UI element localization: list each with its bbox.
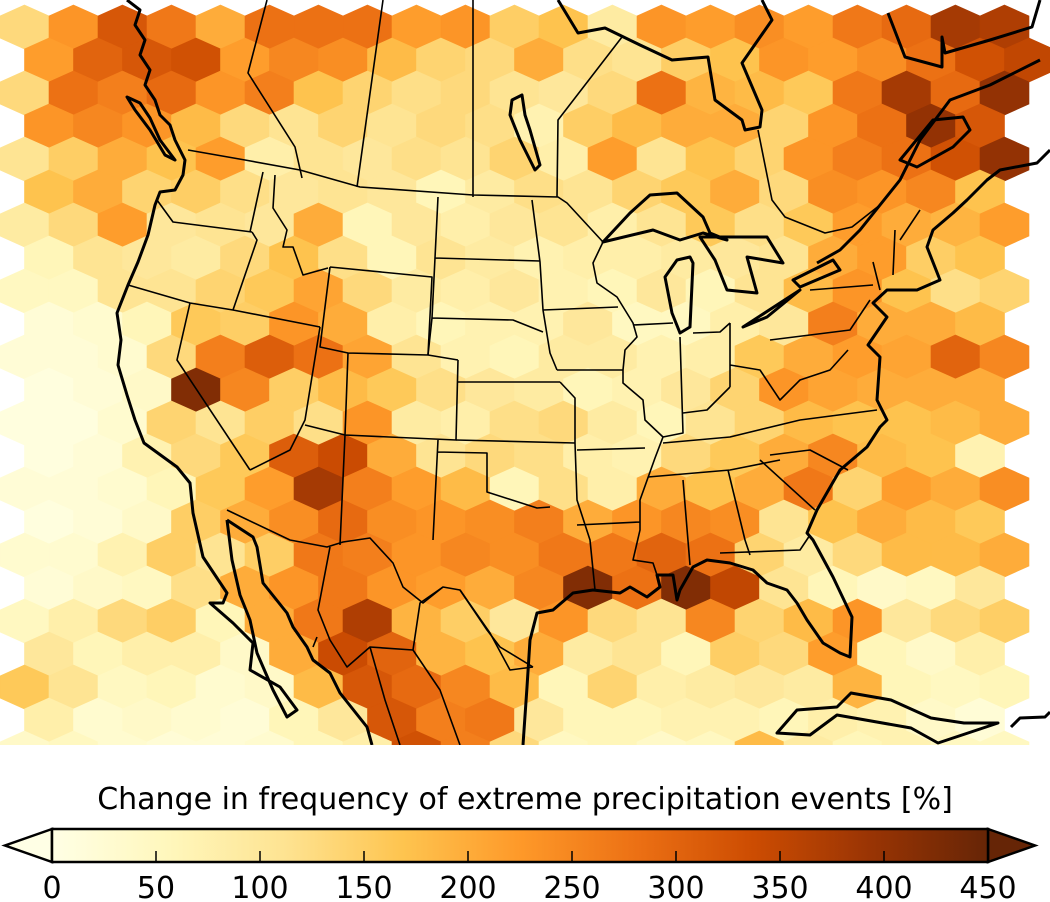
cuba-coastline <box>775 691 1000 745</box>
hudson-bay-coastline <box>556 0 774 132</box>
colorbar-gradient <box>50 827 990 864</box>
map-outlines <box>115 0 1050 745</box>
colorbar-extend-min <box>1 827 54 864</box>
colorbar-tick-label: 200 <box>439 871 496 902</box>
hispaniola-coastline <box>1009 710 1050 729</box>
colorbar-ticks: 0 50 100 150 200 250 300 350 400 450 <box>42 851 1017 902</box>
colorbar-tick-label: 350 <box>751 871 808 902</box>
hudson-bay-island <box>508 93 542 172</box>
colorbar-tick-label: 300 <box>647 871 704 902</box>
colorbar-tick-label: 150 <box>335 871 392 902</box>
hex-layer <box>0 4 1050 745</box>
central-state-borders <box>427 196 684 591</box>
hex-cell <box>979 730 1030 745</box>
colorbar-tick-label: 400 <box>855 871 912 902</box>
lake-superior <box>601 191 729 244</box>
colorbar-label: Change in frequency of extreme precipita… <box>97 782 953 817</box>
lake-huron <box>698 235 785 295</box>
st-lawrence-river <box>816 58 1041 265</box>
us-canada-border <box>187 149 604 243</box>
colorbar: 0 50 100 150 200 250 300 350 400 450 <box>1 827 1039 902</box>
lake-ontario <box>791 258 842 289</box>
mexico-pacific-coastline <box>226 518 374 745</box>
mexico-state-borders <box>312 546 534 745</box>
colorbar-tick-label: 50 <box>137 871 175 902</box>
pacific-coastline <box>115 0 299 719</box>
colorbar-extend-max <box>986 827 1039 864</box>
colorbar-tick-label: 450 <box>959 871 1016 902</box>
colorbar-tick-label: 100 <box>231 871 288 902</box>
hexbin-map <box>0 0 1050 745</box>
eastern-state-borders <box>647 209 921 566</box>
province-borders <box>247 0 881 234</box>
lake-michigan <box>663 255 695 335</box>
colorbar-tick-label: 250 <box>543 871 600 902</box>
colorbar-tick-label: 0 <box>42 871 61 902</box>
gaspe-peninsula <box>898 115 972 169</box>
lake-erie <box>741 288 802 329</box>
quebec-north-coastline <box>886 0 1042 69</box>
vancouver-island <box>125 95 177 162</box>
gulf-and-atlantic-coastline <box>521 148 1050 745</box>
